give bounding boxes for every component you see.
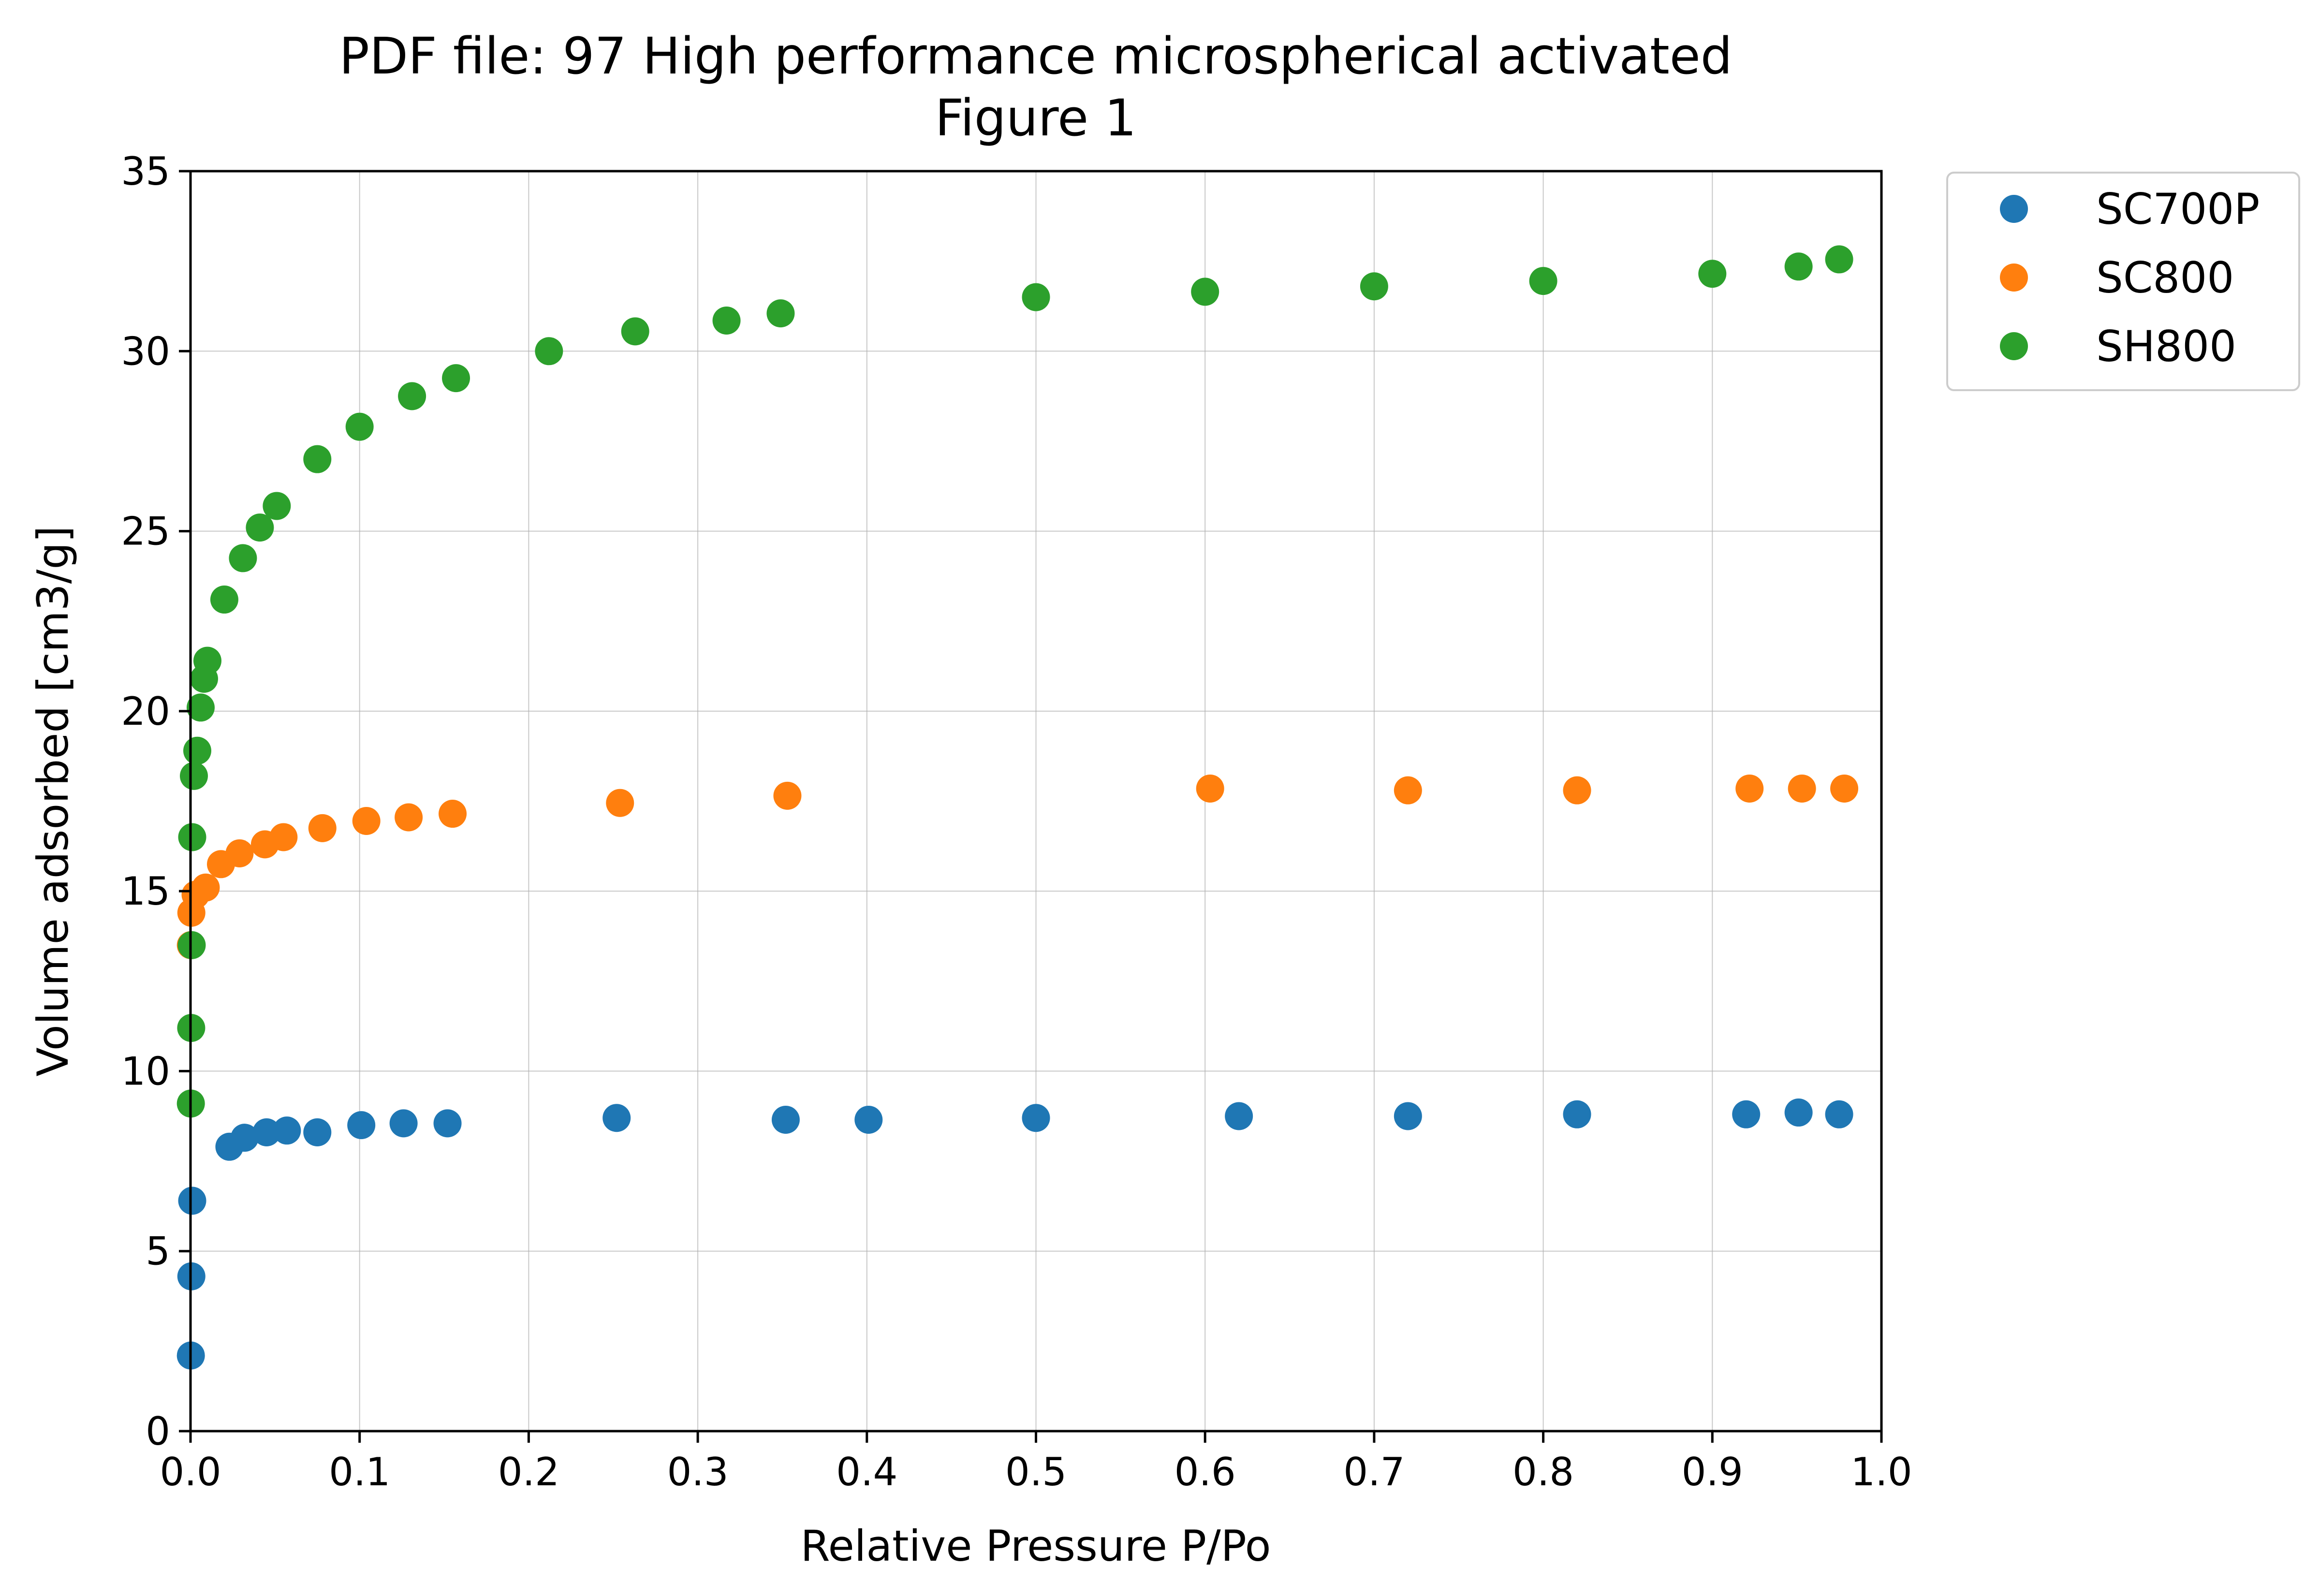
data-point-sc800 xyxy=(308,814,337,842)
data-point-sc700p xyxy=(1784,1098,1813,1127)
y-tick-label: 5 xyxy=(146,1229,170,1274)
x-axis: 0.0 0.1 0.2 0.3 0.4 0.5 0.6 0.7 0.8 0.9 1.0 xyxy=(160,1431,1912,1494)
data-point-sh800 xyxy=(178,823,206,851)
chart-title-line2: Figure 1 xyxy=(935,88,1137,147)
data-point-sh800 xyxy=(766,299,795,328)
data-point-sc700p xyxy=(1394,1102,1422,1130)
data-point-sh800 xyxy=(712,306,741,335)
legend-marker-sc800 xyxy=(2000,264,2028,292)
data-point-sc800 xyxy=(191,873,220,902)
x-tick-label: 0.2 xyxy=(498,1450,559,1494)
data-point-sc800 xyxy=(269,823,298,851)
data-point-sc700p xyxy=(1563,1100,1591,1128)
legend-entries: SC700P SC800 SH800 xyxy=(2000,184,2260,371)
data-point-sh800 xyxy=(442,364,470,393)
y-tick-label: 20 xyxy=(121,689,170,734)
data-point-sc700p xyxy=(1732,1100,1761,1128)
legend-label-sc700p: SC700P xyxy=(2096,184,2260,234)
data-point-sh800 xyxy=(229,544,257,572)
data-point-sc700p xyxy=(854,1105,883,1134)
data-point-sc700p xyxy=(1022,1104,1050,1132)
data-point-sh800 xyxy=(246,513,274,542)
data-point-sh800 xyxy=(210,586,238,614)
data-point-sh800 xyxy=(303,445,332,473)
y-tick-label: 15 xyxy=(121,869,170,914)
legend-marker-sc700p xyxy=(2000,195,2028,223)
data-point-sc700p xyxy=(771,1105,800,1134)
y-tick-label: 30 xyxy=(121,329,170,374)
data-point-sc700p xyxy=(252,1118,281,1147)
plot-area: 0.0 0.1 0.2 0.3 0.4 0.5 0.6 0.7 0.8 0.9 1.0 0 5 10 15… xyxy=(121,149,1912,1494)
chart-title-line1: PDF file: 97 High performance microspher… xyxy=(339,27,1732,86)
data-point-sc700p xyxy=(433,1109,462,1138)
data-point-sh800 xyxy=(1529,267,1557,295)
y-tick-label: 10 xyxy=(121,1049,170,1094)
data-point-sh800 xyxy=(1698,260,1727,288)
data-point-sh800 xyxy=(193,646,221,675)
series-sc700p-points xyxy=(176,1098,1853,1370)
data-point-sc800 xyxy=(1788,774,1816,803)
data-point-sc700p xyxy=(273,1116,301,1145)
data-point-sc700p xyxy=(347,1111,376,1140)
data-point-sc700p xyxy=(230,1124,259,1152)
data-point-sc800 xyxy=(395,803,423,832)
y-axis-label: Volume adsorbed [cm3/g] xyxy=(28,526,78,1076)
data-point-sc800 xyxy=(1830,774,1859,803)
data-point-sh800 xyxy=(186,693,215,722)
x-tick-label: 0.8 xyxy=(1512,1450,1574,1494)
data-point-sh800 xyxy=(1825,245,1853,274)
y-tick-label: 35 xyxy=(121,149,170,194)
data-point-sh800 xyxy=(398,382,426,410)
series-sh800-points xyxy=(176,245,1853,1118)
data-point-sh800 xyxy=(1784,252,1813,281)
data-point-sh800 xyxy=(621,317,649,346)
data-point-sc700p xyxy=(303,1118,332,1147)
x-tick-label: 0.7 xyxy=(1343,1450,1405,1494)
x-tick-label: 0.1 xyxy=(329,1450,390,1494)
x-tick-label: 0.9 xyxy=(1682,1450,1743,1494)
data-point-sc800 xyxy=(352,806,381,835)
data-point-sc800 xyxy=(606,789,634,817)
y-axis: 0 5 10 15 20 25 30 35 xyxy=(121,149,191,1454)
data-point-sc800 xyxy=(225,839,254,867)
legend-label-sh800: SH800 xyxy=(2096,322,2236,371)
legend: SC700P SC800 SH800 xyxy=(1946,172,2300,391)
legend-box xyxy=(1946,172,2300,391)
legend-label-sc800: SC800 xyxy=(2096,253,2234,303)
data-point-sh800 xyxy=(535,337,563,366)
x-tick-label: 0.6 xyxy=(1175,1450,1236,1494)
x-tick-label: 0.4 xyxy=(836,1450,897,1494)
x-tick-label: 0.0 xyxy=(160,1450,221,1494)
x-axis-label: Relative Pressure P/Po xyxy=(800,1521,1271,1571)
legend-marker-sh800 xyxy=(2000,332,2028,360)
data-point-sh800 xyxy=(1022,283,1050,311)
data-point-sc700p xyxy=(389,1109,418,1138)
data-point-sh800 xyxy=(1191,278,1219,306)
data-point-sh800 xyxy=(345,412,374,441)
data-point-sc800 xyxy=(1735,774,1764,803)
x-tick-label: 0.3 xyxy=(667,1450,728,1494)
data-point-sc700p xyxy=(1225,1102,1253,1130)
data-point-sh800 xyxy=(179,761,208,790)
data-point-sh800 xyxy=(1360,272,1388,301)
data-point-sc700p xyxy=(178,1186,206,1215)
data-point-sh800 xyxy=(263,492,291,520)
data-point-sc800 xyxy=(773,781,802,810)
data-point-sc800 xyxy=(439,800,467,828)
y-tick-label: 0 xyxy=(146,1409,170,1454)
x-tick-label: 0.5 xyxy=(1005,1450,1067,1494)
data-point-sh800 xyxy=(183,736,211,765)
y-tick-label: 25 xyxy=(121,509,170,554)
data-point-sc800 xyxy=(1394,776,1422,805)
x-tick-label: 1.0 xyxy=(1850,1450,1912,1494)
data-point-sc800 xyxy=(1563,776,1591,805)
data-point-sc700p xyxy=(602,1104,631,1132)
data-point-sc700p xyxy=(1825,1100,1853,1128)
data-point-sc800 xyxy=(1196,774,1224,803)
